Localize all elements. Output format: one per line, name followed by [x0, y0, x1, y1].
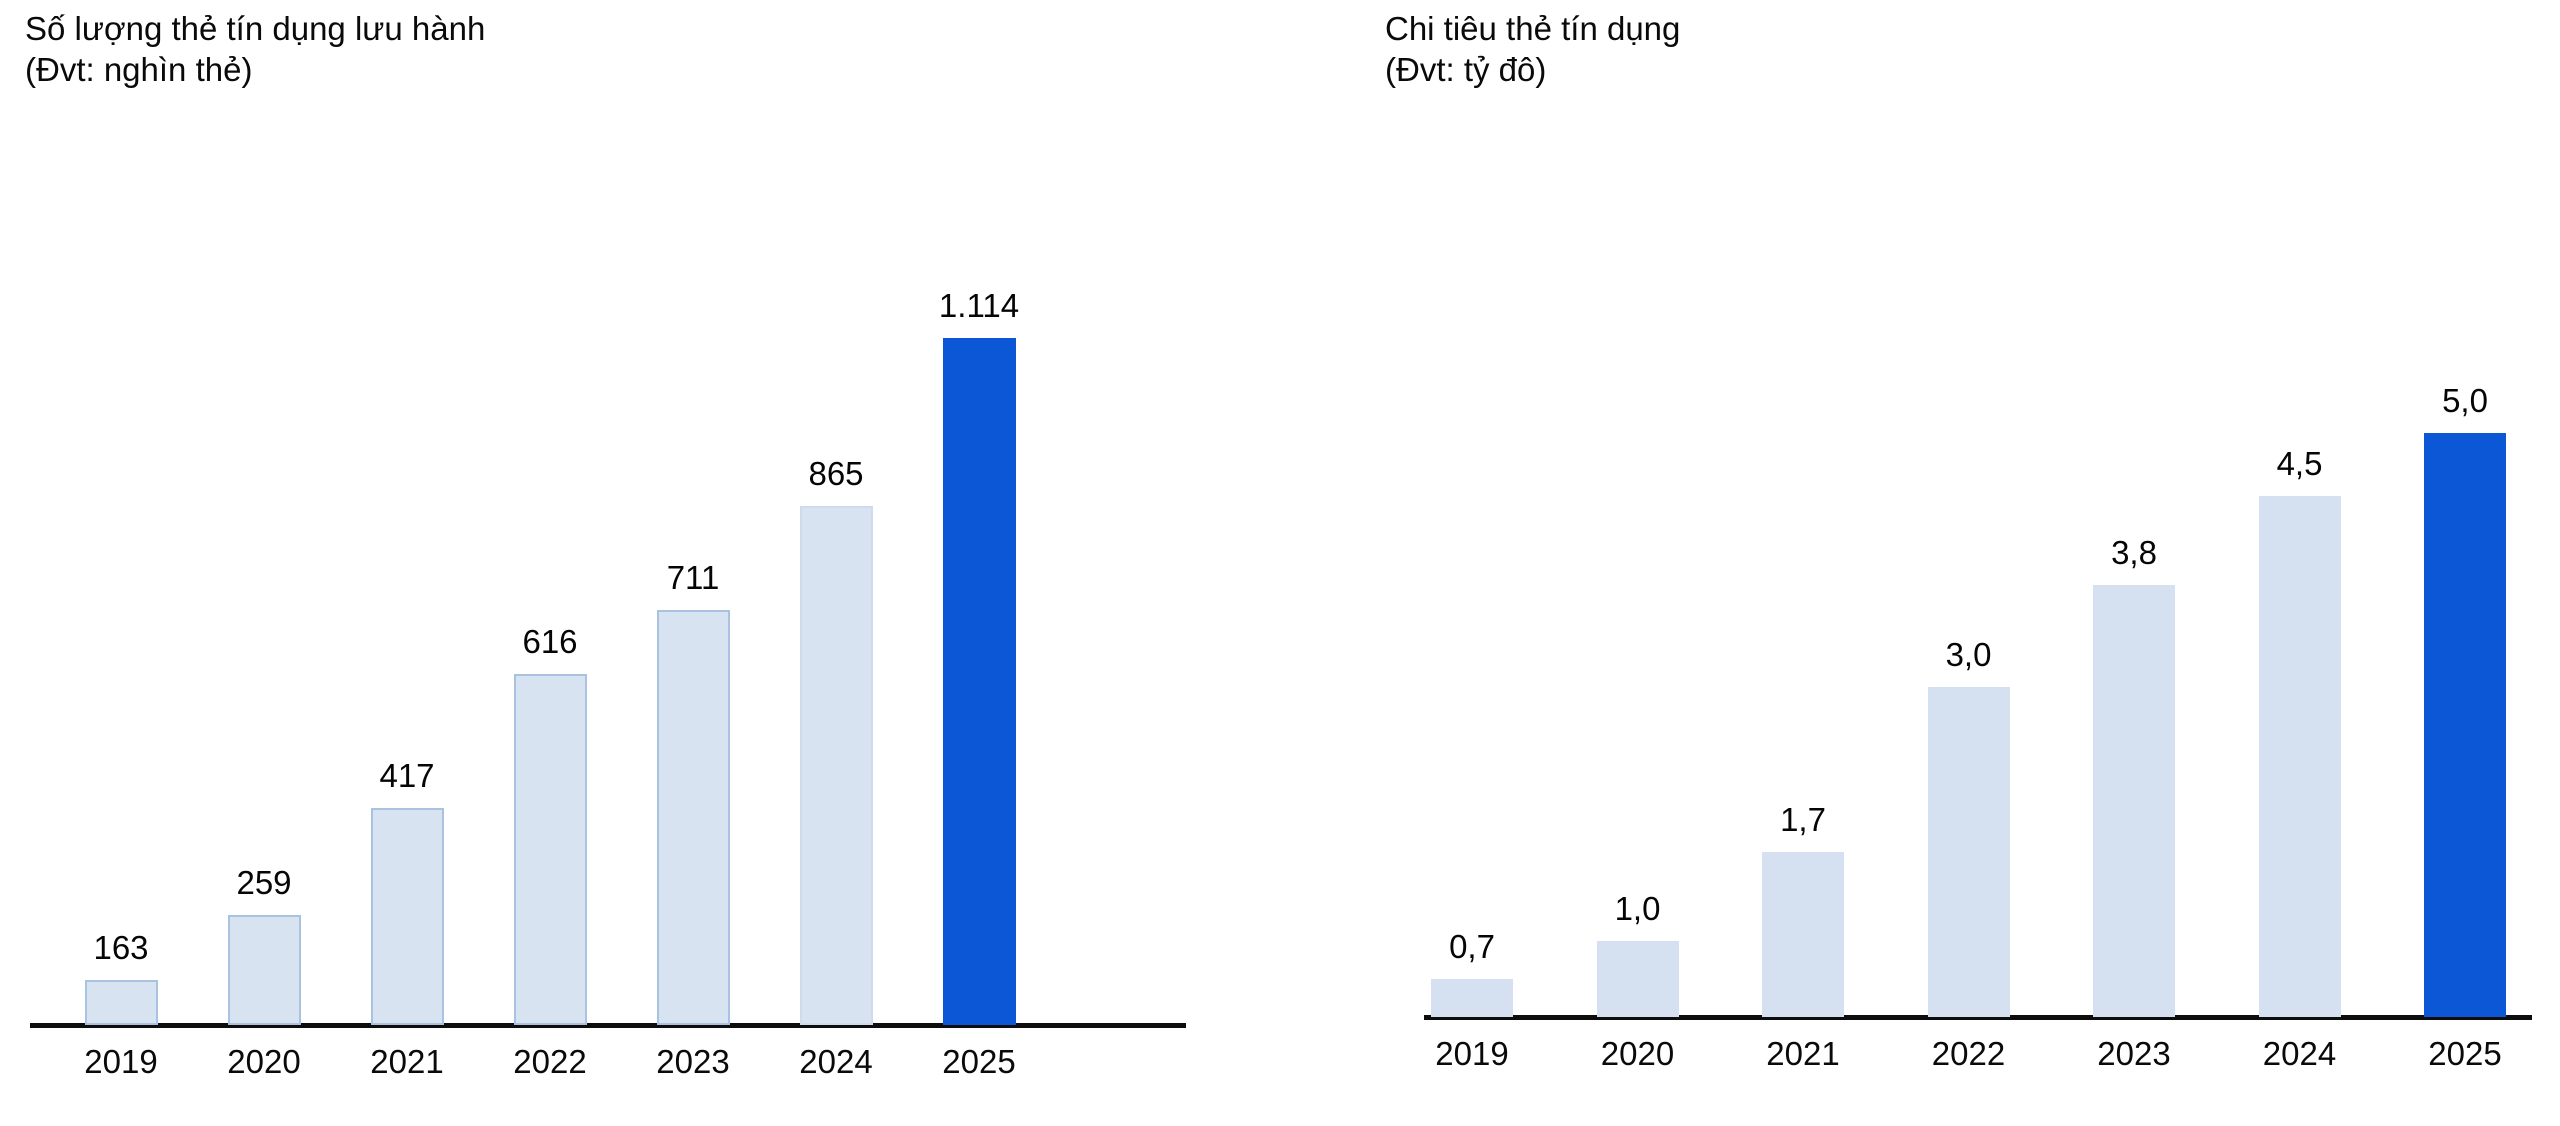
x-tick-label-2019: 2019	[1435, 1035, 1509, 1072]
bar-value-label-2024: 4,5	[2276, 445, 2323, 482]
x-tick-label-2019: 2019	[84, 1043, 158, 1080]
bar-value-label-2021: 417	[379, 757, 435, 794]
bar-2023	[2093, 585, 2175, 1017]
bar-value-label-2025: 1.114	[938, 287, 1020, 324]
x-tick-label-2022: 2022	[513, 1043, 587, 1080]
bar-value-label-2021: 1,7	[1780, 801, 1826, 838]
x-tick-label-2021: 2021	[370, 1043, 444, 1080]
bar-2024	[799, 506, 873, 1025]
spending-chart-subtitle: (Đvt: tỷ đô)	[1385, 51, 1547, 88]
bar-2025	[942, 338, 1016, 1025]
x-tick-label-2021: 2021	[1766, 1035, 1840, 1072]
cards-chart-title: Số lượng thẻ tín dụng lưu hành (Đvt: nghì…	[25, 8, 485, 90]
x-tick-label-2023: 2023	[656, 1043, 730, 1080]
bar-value-label-2023: 711	[666, 559, 720, 596]
x-tick-label-2025: 2025	[2428, 1035, 2502, 1072]
cards-chart-x-axis-line	[30, 1023, 1186, 1028]
bar-value-label-2023: 3,8	[2111, 534, 2157, 571]
bar-2021	[1762, 852, 1844, 1017]
bar-2025	[2424, 433, 2506, 1017]
bar-value-label-2019: 163	[93, 929, 149, 966]
bar-2021	[370, 808, 444, 1025]
bar-2023	[656, 610, 730, 1025]
x-tick-label-2024: 2024	[2262, 1035, 2337, 1072]
bar-2020	[1596, 941, 1679, 1017]
bar-value-label-2024: 865	[808, 455, 864, 492]
bar-2024	[2258, 496, 2341, 1017]
bar-value-label-2020: 1,0	[1614, 890, 1661, 927]
x-tick-label-2024: 2024	[799, 1043, 873, 1080]
x-tick-label-2020: 2020	[1600, 1035, 1675, 1072]
cards-chart-title-line1: Số lượng thẻ tín dụng lưu hành	[25, 10, 486, 47]
x-tick-label-2023: 2023	[2097, 1035, 2171, 1072]
bar-value-label-2019: 0,7	[1449, 928, 1495, 965]
bar-value-label-2020: 259	[236, 864, 292, 901]
bar-2019	[84, 980, 158, 1025]
bar-value-label-2022: 616	[522, 623, 578, 660]
bar-2022	[1927, 687, 2010, 1017]
spending-chart-title: Chi tiêu thẻ tín dụng (Đvt: tỷ đô)	[1385, 8, 1680, 90]
x-tick-label-2020: 2020	[227, 1043, 301, 1080]
spending-chart-title-line1: Chi tiêu thẻ tín dụng	[1385, 10, 1681, 47]
bar-2022	[513, 674, 587, 1025]
x-tick-label-2025: 2025	[942, 1043, 1016, 1080]
bar-value-label-2025: 5,0	[2442, 382, 2488, 419]
x-tick-label-2022: 2022	[1931, 1035, 2006, 1072]
bar-value-label-2022: 3,0	[1945, 636, 1992, 673]
bar-2019	[1431, 979, 1513, 1017]
bar-2020	[227, 915, 301, 1025]
cards-chart-subtitle: (Đvt: nghìn thẻ)	[25, 51, 253, 88]
spending-chart-x-axis-line	[1424, 1015, 2532, 1020]
